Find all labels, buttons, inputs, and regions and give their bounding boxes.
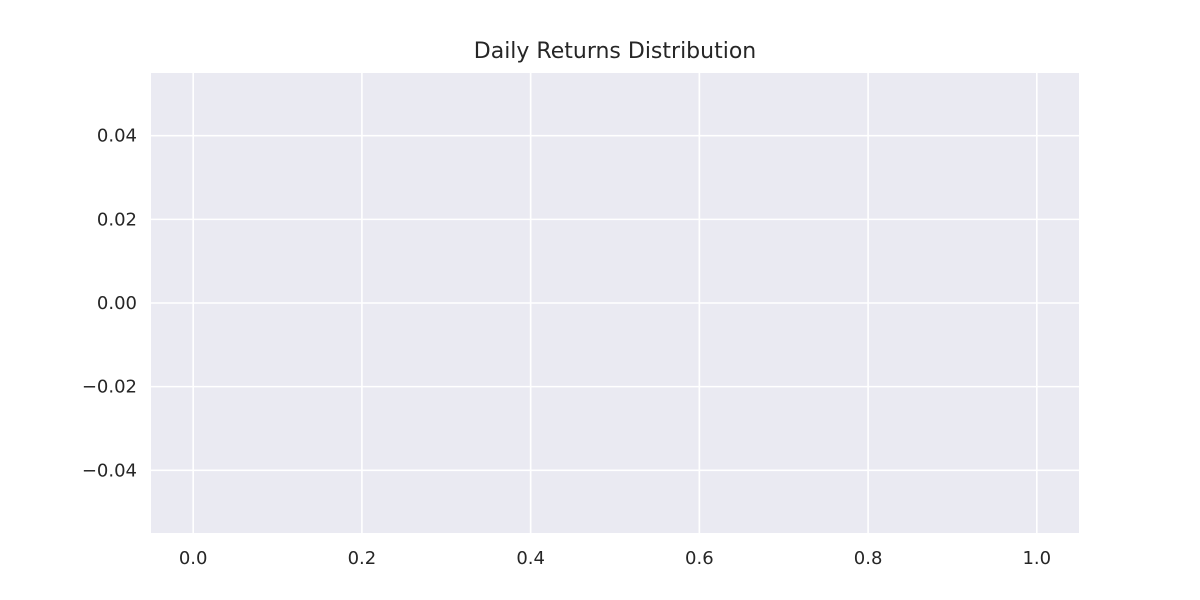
y-tick-label: 0.00 <box>97 293 137 314</box>
x-axis-ticks: 0.0 0.2 0.4 0.6 0.8 1.0 <box>179 548 1051 569</box>
x-tick-label: 0.6 <box>685 548 714 569</box>
y-tick-label: −0.04 <box>82 460 137 481</box>
x-tick-label: 0.2 <box>348 548 377 569</box>
x-tick-label: 0.8 <box>854 548 883 569</box>
x-tick-label: 1.0 <box>1022 548 1051 569</box>
chart-title: Daily Returns Distribution <box>474 39 756 64</box>
x-tick-label: 0.4 <box>516 548 545 569</box>
y-tick-label: 0.02 <box>97 209 137 230</box>
y-tick-label: 0.04 <box>97 126 137 147</box>
y-axis-ticks: 0.04 0.02 0.00 −0.02 −0.04 <box>82 126 137 482</box>
y-gridlines <box>151 134 1079 472</box>
y-tick-label: −0.02 <box>82 377 137 398</box>
x-tick-label: 0.0 <box>179 548 208 569</box>
